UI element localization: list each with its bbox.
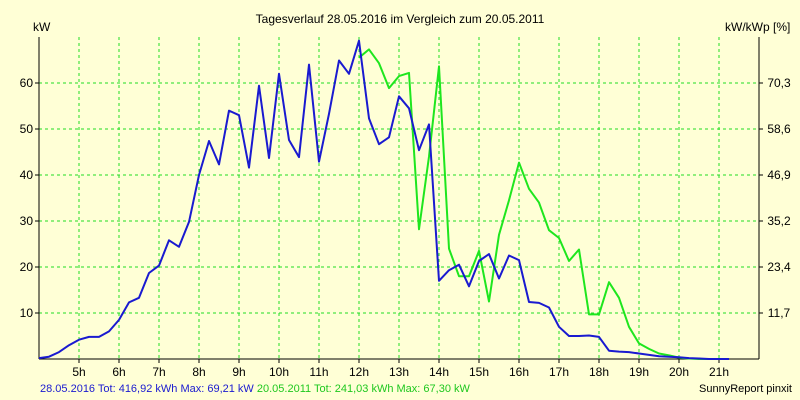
x-tick-label: 21h [709,365,729,379]
y-tick-label-right: 35,2 [767,214,791,228]
y-tick-label-right: 23,4 [767,260,791,274]
x-tick-label: 9h [232,365,245,379]
x-tick-label: 10h [269,365,289,379]
x-tick-label: 7h [152,365,165,379]
y-tick-label-left: 40 [20,168,34,182]
y-tick-label-left: 60 [20,76,34,90]
x-tick-label: 11h [309,365,328,379]
y-tick-label-right: 46,9 [767,168,791,182]
x-tick-label: 18h [589,365,609,379]
chart-title: Tagesverlauf 28.05.2016 im Vergleich zum… [256,12,545,26]
y-tick-label-left: 20 [20,260,34,274]
x-tick-label: 8h [192,365,205,379]
y-tick-label-left: 10 [20,306,34,320]
x-tick-label: 16h [509,365,529,379]
axis-ticks: 5h 6h 7h 8h 9h 10h 11h 12h 13h 14h 15h 16h 17h 18h 19h… [20,76,791,379]
y-tick-label-right: 58,6 [767,122,791,136]
x-tick-label: 6h [112,365,125,379]
footer-brand: SunnyReport pinxit [699,383,792,395]
x-tick-label: 20h [669,365,689,379]
x-tick-label: 12h [349,365,369,379]
y-tick-label-left: 50 [20,122,34,136]
x-tick-label: 15h [469,365,489,379]
footer-series-2011: 20.05.2011 Tot: 241,03 kWh Max: 67,30 kW [256,383,470,395]
grid [39,37,759,359]
series-line-2011 [358,48,729,360]
series-line-2016 [38,39,729,360]
x-tick-label: 13h [389,365,409,379]
series [38,39,729,360]
y-axis-left-label: kW [33,20,51,34]
x-tick-label: 5h [72,365,85,379]
y-axis-right-label: kW/kWp [%] [725,20,790,34]
x-tick-label: 17h [549,365,569,379]
x-tick-label: 19h [629,365,649,379]
y-tick-label-right: 70,3 [767,76,791,90]
footer-series-2016: 28.05.2016 Tot: 416,92 kWh Max: 69,21 kW [40,383,254,395]
y-tick-label-right: 11,7 [768,306,791,320]
plot-background [39,37,759,359]
y-tick-label-left: 30 [20,214,34,228]
footer-totals: 28.05.2016 Tot: 416,92 kWh Max: 69,21 kW… [40,383,470,395]
x-tick-label: 14h [429,365,449,379]
